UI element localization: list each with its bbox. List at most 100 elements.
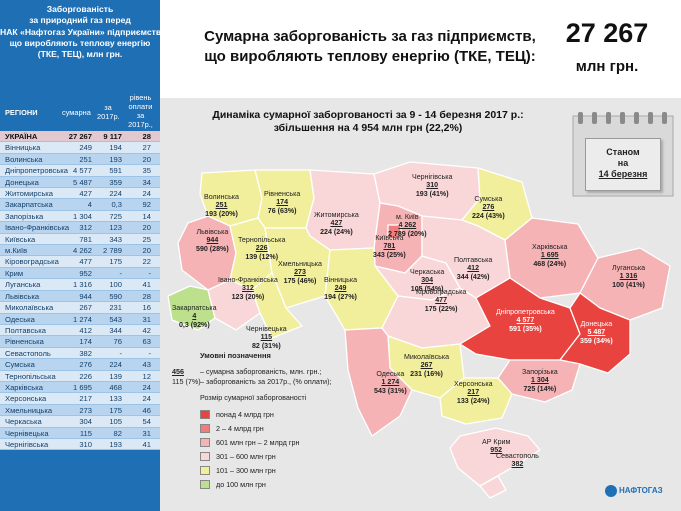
region-label-debt: 276 bbox=[482, 203, 495, 212]
region-name-cell: Тернопільська bbox=[5, 371, 56, 381]
table-row: м.Київ 4 262 2 789 20 bbox=[0, 245, 160, 257]
region-name-cell: Волинська bbox=[5, 154, 43, 164]
region-label-name: м. Київ bbox=[396, 213, 419, 221]
col-header-sum: сумарна bbox=[62, 108, 91, 117]
region-label-2017: 468 (24%) bbox=[533, 259, 567, 268]
region-name-cell: Кіровоградська bbox=[5, 257, 59, 267]
debt-2017-cell: 224 bbox=[109, 189, 122, 199]
region-label: Чернігівська 310 193 (41%) bbox=[412, 173, 452, 198]
region-donetska bbox=[559, 292, 631, 374]
payment-pct-cell: 20 bbox=[142, 246, 151, 256]
region-label-name: Харківська bbox=[532, 243, 568, 251]
payment-pct-cell: 63 bbox=[142, 337, 151, 347]
legend-swatch bbox=[200, 466, 210, 475]
region-label: м. Київ 4 262 2 789 (20%) bbox=[388, 213, 427, 238]
debt-2017-cell: 100 bbox=[109, 280, 122, 290]
sum-cell: 267 bbox=[79, 303, 92, 313]
region-label-2017: 543 (31%) bbox=[374, 386, 407, 395]
region-label-name: Одеська bbox=[376, 370, 405, 378]
region-label-2017: 139 (12%) bbox=[245, 252, 279, 261]
map-area: Динаміка сумарної заборгованості за 9 - … bbox=[160, 98, 681, 511]
legend-title: Умовні позначення bbox=[200, 351, 271, 360]
table-title-line: НАК «Нафтогаз України» підприємств, bbox=[0, 26, 164, 37]
region-name-cell: Дніпропетровська bbox=[5, 166, 69, 176]
region-odeska bbox=[344, 327, 413, 437]
region-label-2017: 193 (41%) bbox=[415, 189, 449, 198]
table-row: Львівська 944 590 28 bbox=[0, 290, 160, 303]
region-label-name: Кіровоградська bbox=[416, 288, 467, 296]
region-name-cell: УКРАЇНА bbox=[5, 132, 38, 141]
region-label-debt: 217 bbox=[467, 388, 480, 397]
status-line2: на bbox=[617, 158, 629, 168]
region-label-name: Закарпатська bbox=[172, 304, 217, 312]
payment-pct-cell: 92 bbox=[142, 200, 151, 210]
legend-swatch bbox=[200, 480, 210, 489]
payment-pct-cell: 41 bbox=[142, 439, 151, 449]
table-row: Хмельницька 273 175 46 bbox=[0, 404, 160, 417]
region-label: Миколаївська 267 231 (16%) bbox=[404, 353, 449, 378]
region-name-cell: Харківська bbox=[5, 382, 43, 392]
region-name-cell: Чернівецька bbox=[5, 428, 49, 438]
region-label-debt: 251 bbox=[215, 201, 228, 210]
payment-pct-cell: 28 bbox=[142, 291, 151, 301]
regions-table: УКРАЇНА 27 267 9 117 28 Вінницька 249 194 27 Вол… bbox=[0, 131, 160, 451]
region-label-debt: 1 316 bbox=[619, 272, 638, 281]
region-name-cell: Рівненська bbox=[5, 337, 44, 347]
table-title-line: Заборгованість bbox=[46, 4, 114, 14]
logo-text: НАФТОГАЗ bbox=[619, 486, 663, 496]
payment-pct-cell: 20 bbox=[142, 154, 151, 164]
table-row: Чернігівська 310 193 41 bbox=[0, 438, 160, 451]
region-name-cell: Одеська bbox=[5, 314, 35, 324]
dynamics-title: Динаміка сумарної заборгованості за 9 - … bbox=[168, 109, 568, 135]
payment-pct-cell: 43 bbox=[142, 360, 151, 370]
legend-example-sum: 456 bbox=[172, 367, 184, 376]
region-label-2017: 344 (42%) bbox=[456, 272, 490, 281]
table-title-line: за природний газ перед bbox=[29, 15, 131, 26]
payment-pct-cell: 35 bbox=[142, 166, 151, 176]
region-label: Івано-Франківська 312 123 (20%) bbox=[218, 276, 278, 301]
legend-item-label: 601 млн грн – 2 млрд грн bbox=[216, 438, 300, 447]
region-label-debt: 1 695 bbox=[540, 251, 559, 260]
table-header: РЕГІОНИ сумарна за 2017р. рівень оплати … bbox=[0, 93, 160, 138]
table-title-line: (ТКЕ, ТЕЦ), млн грн. bbox=[37, 49, 123, 60]
debt-2017-cell: 193 bbox=[109, 439, 122, 449]
sum-cell: 310 bbox=[79, 439, 92, 449]
payment-pct-cell: 22 bbox=[142, 257, 151, 267]
payment-pct-cell: 24 bbox=[142, 189, 151, 199]
region-label-debt: 267 bbox=[420, 361, 433, 370]
region-name-cell: Вінницька bbox=[5, 143, 41, 153]
region-name-cell: Київська bbox=[5, 234, 36, 244]
region-label: Чернівецька 115 82 (31%) bbox=[246, 325, 287, 350]
debt-2017-cell: 133 bbox=[109, 394, 122, 404]
debt-2017-cell: 105 bbox=[109, 417, 122, 427]
region-label: Хмельницька 273 175 (46%) bbox=[278, 260, 322, 285]
dynamics-line2: збільшення на 4 954 млн грн (22,2%) bbox=[273, 122, 463, 134]
region-label-2017: 591 (35%) bbox=[509, 324, 542, 333]
region-name-cell: Миколаївська bbox=[5, 303, 54, 313]
legend-swatch bbox=[200, 424, 210, 433]
payment-pct-cell: 41 bbox=[142, 280, 151, 290]
logo-mark-icon bbox=[605, 485, 617, 497]
table-row: Чернівецька 115 82 31 bbox=[0, 427, 160, 439]
region-name-cell: Львівська bbox=[5, 291, 40, 301]
region-name-cell: Чернігівська bbox=[5, 439, 49, 449]
payment-pct-cell: 12 bbox=[142, 371, 151, 381]
region-label-debt: 4 bbox=[192, 312, 197, 321]
payment-pct-cell: 42 bbox=[142, 325, 151, 335]
region-chernivetska bbox=[251, 272, 303, 339]
region-label-debt: 382 bbox=[511, 460, 524, 469]
region-name-cell: Херсонська bbox=[5, 394, 47, 404]
debt-2017-cell: 343 bbox=[109, 234, 122, 244]
table-row: Полтавська 412 344 42 bbox=[0, 324, 160, 337]
legend-item-label: понад 4 млрд грн bbox=[216, 410, 274, 419]
region-label-name: Хмельницька bbox=[278, 260, 322, 268]
region-name-cell: Черкаська bbox=[5, 417, 42, 427]
table-row: Сумська 276 224 43 bbox=[0, 359, 160, 371]
payment-pct-cell: - bbox=[148, 348, 151, 358]
table-title-line: що виробляють теплову енергію bbox=[9, 37, 151, 48]
region-name-cell: Сумська bbox=[5, 360, 35, 370]
region-label-name: Черкаська bbox=[410, 268, 445, 276]
payment-pct-cell: 24 bbox=[142, 394, 151, 404]
debt-2017-cell: 76 bbox=[113, 337, 122, 347]
region-label-debt: 312 bbox=[242, 284, 254, 293]
